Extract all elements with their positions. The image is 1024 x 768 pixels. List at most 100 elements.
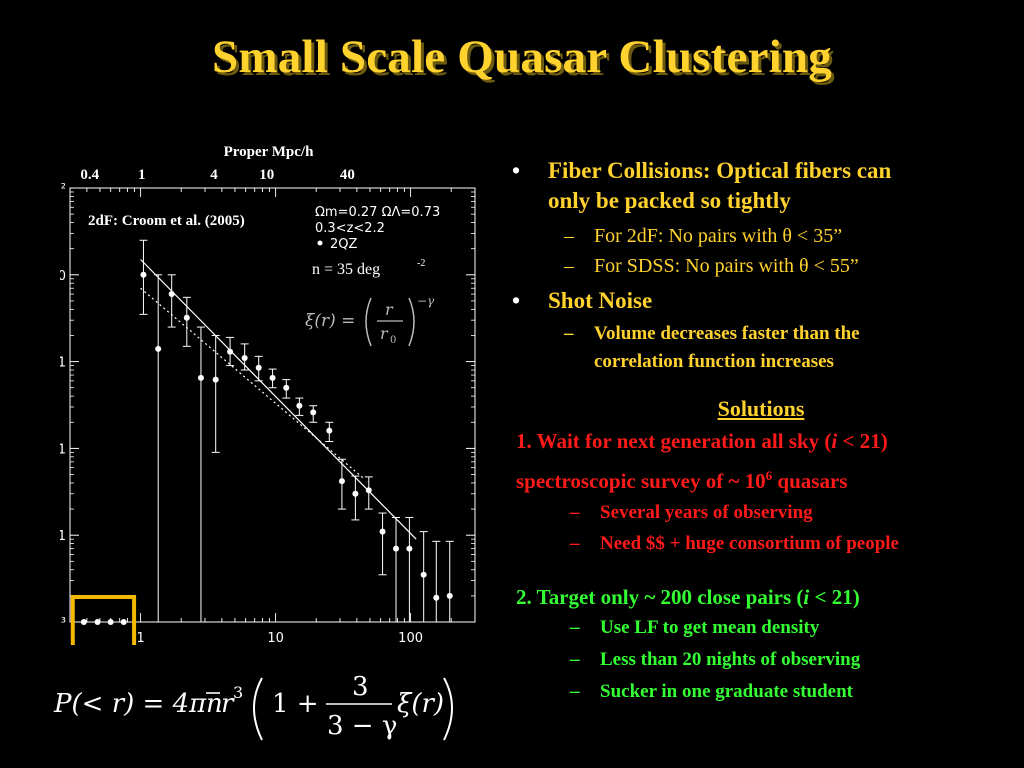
sub-bullet-text: Use LF to get mean density	[600, 617, 820, 638]
solutions-heading: Solutions	[717, 396, 805, 421]
pair-count-formula: P(< r) = 4π n r 3 1 + 3 3 − γ ξ(r)	[53, 672, 453, 741]
xi-formula-exp: −γ	[417, 294, 435, 308]
xi-formula-paren-right	[408, 297, 415, 347]
clustering-chart: 10² 10 1 0.1 0.01 10⁻³ 1 10 100 0.4 1 4 10 40 Proper M…	[60, 144, 476, 645]
solution-1-sub-2: – Need $$ + huge consortium of people	[508, 530, 1008, 558]
data-point	[296, 402, 303, 409]
highlight-box	[70, 595, 137, 645]
formula-part-cube: 3	[233, 683, 243, 702]
xi-formula-den-sub: 0	[390, 335, 396, 346]
solution-1-sup: 6	[765, 468, 773, 483]
solution-2-italic: i	[803, 585, 810, 609]
bullet-dot: •	[512, 288, 521, 313]
solution-1-text-end: quasars	[772, 469, 848, 493]
formula-right-paren	[443, 677, 453, 741]
sub-bullet-text: Volume decreases faster than the	[594, 323, 860, 344]
density-superscript: -2	[417, 258, 425, 269]
xi-formula-paren-left	[365, 297, 372, 347]
solution-1: 1. Wait for next generation all sky (i <…	[516, 422, 1008, 460]
dash: –	[570, 649, 580, 670]
sub-bullet-text: Less than 20 nights of observing	[600, 649, 861, 670]
fit-line-dotted	[140, 287, 365, 479]
solution-1-sub-1: – Several years of observing	[508, 499, 1008, 527]
formula-part-lhs: P(< r) = 4π	[53, 689, 207, 719]
dash: –	[564, 255, 574, 277]
sub-bullet-volume: – Volume decreases faster than the corre…	[508, 320, 1008, 376]
y-tick-label: 0.1	[60, 442, 66, 457]
formula-part-one: 1 +	[272, 689, 319, 719]
plot-frame	[69, 187, 476, 623]
data-point	[183, 314, 190, 321]
solution-1-line-2: spectroscopic survey of ~ 106 quasars	[516, 457, 1008, 500]
solution-1-text: 1. Wait for next generation all sky (	[516, 429, 832, 453]
data-point	[446, 592, 453, 599]
x-tick-label-top: 10	[259, 167, 274, 183]
data-point	[433, 594, 440, 601]
data-point	[269, 374, 276, 381]
solution-2-sub-1: – Use LF to get mean density	[508, 614, 1008, 642]
formula-part-r3: r	[221, 689, 235, 719]
sub-bullet-text: For 2dF: No pairs with θ < 35”	[594, 225, 843, 247]
data-point	[227, 348, 234, 355]
data-point	[94, 619, 101, 625]
formula-part-den: 3 − γ	[327, 711, 397, 741]
solution-1-text: spectroscopic survey of ~ 10	[516, 469, 766, 493]
data-point	[140, 271, 147, 278]
dash: –	[570, 681, 580, 702]
data-point	[338, 478, 345, 485]
xi-formula-den: r	[380, 324, 389, 343]
y-tick-label: 10⁻³	[60, 616, 66, 631]
solution-2: 2. Target only ~ 200 close pairs (i < 21…	[516, 582, 1008, 612]
data-point	[197, 374, 204, 381]
data-point	[80, 619, 87, 625]
legend-cosmology: Ωm=0.27 ΩΛ=0.73	[315, 205, 440, 220]
sub-bullet-text: Need $$ + huge consortium of people	[600, 533, 899, 554]
y-tick-label: 10²	[60, 182, 66, 197]
x-tick-label-top: 40	[340, 167, 355, 183]
fit-line-solid	[140, 259, 417, 540]
data-point	[212, 376, 219, 383]
dash: –	[564, 323, 574, 344]
legend-marker	[317, 240, 323, 246]
dash: –	[570, 533, 580, 554]
data-point	[406, 545, 413, 552]
solution-2-text-end: < 21)	[809, 585, 860, 609]
bullet-fiber-collisions: • Fiber Collisions: Optical fibers can o…	[508, 156, 1008, 216]
solution-2-sub-2: – Less than 20 nights of observing	[508, 646, 1008, 674]
data-point	[379, 528, 386, 535]
formula-part-xi: ξ(r)	[397, 689, 444, 719]
formula-part-num: 3	[352, 672, 369, 702]
xi-formula-num: r	[385, 300, 394, 319]
bullet-shot-noise: • Shot Noise	[508, 286, 1008, 316]
dash: –	[570, 617, 580, 638]
bullet-text: Fiber Collisions: Optical fibers can	[548, 158, 892, 183]
x-tick-label-top: 4	[210, 167, 218, 183]
sub-bullet-2df: – For 2dF: No pairs with θ < 35”	[508, 222, 1008, 250]
data-point	[168, 291, 175, 298]
data-point	[420, 571, 427, 578]
dash: –	[570, 502, 580, 523]
data-point	[365, 487, 372, 494]
data-point	[255, 364, 262, 371]
sub-bullet-sdss: – For SDSS: No pairs with θ < 55”	[508, 252, 1008, 280]
bullet-dot: •	[512, 158, 521, 183]
y-tick-label: 0.01	[60, 529, 66, 544]
bullet-panel: • Fiber Collisions: Optical fibers can o…	[508, 156, 1008, 706]
data-point	[283, 384, 290, 391]
y-tick-label: 1	[60, 356, 66, 371]
data-point	[326, 427, 333, 434]
data-point	[155, 345, 162, 352]
bullet-text: only be packed so tightly	[548, 188, 791, 213]
reference-annotation: 2dF: Croom et al. (2005)	[88, 213, 245, 229]
slide-title: Small Scale Quasar Clustering	[212, 31, 832, 83]
x-tick-label-top: 0.4	[80, 167, 99, 183]
x-axis-label-top: Proper Mpc/h	[224, 144, 315, 160]
y-tick-label: 10	[60, 269, 66, 284]
x-tick-label-bottom: 1	[136, 631, 144, 645]
sub-bullet-text: For SDSS: No pairs with θ < 55”	[594, 255, 859, 277]
sub-bullet-text: correlation function increases	[594, 351, 834, 372]
solution-1-text-end: < 21)	[837, 429, 888, 453]
formula-part-nbar: n	[206, 689, 223, 719]
dash: –	[564, 225, 574, 247]
solution-1-italic: i	[831, 429, 838, 453]
